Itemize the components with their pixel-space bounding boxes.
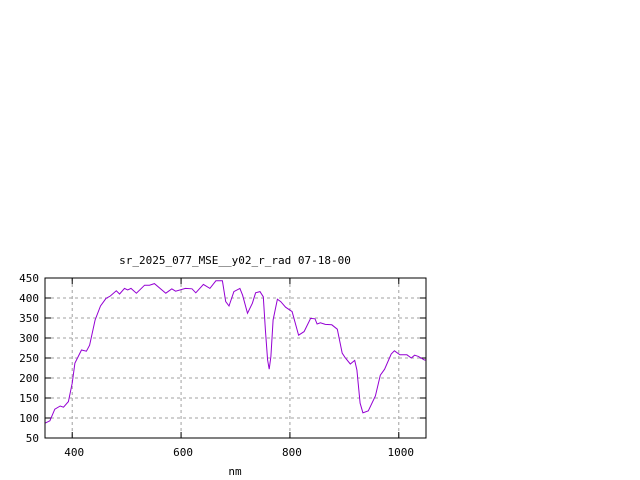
x-tick-label: 800 (282, 446, 302, 459)
y-tick-label: 300 (19, 332, 39, 345)
x-tick-label: 400 (64, 446, 84, 459)
series-line (44, 280, 426, 424)
x-tick-label: 1000 (388, 446, 415, 459)
plot-frame (44, 277, 427, 439)
y-tick-label: 350 (19, 312, 39, 325)
y-tick-label: 50 (26, 432, 39, 445)
chart-title: sr_2025_077_MSE__y02_r_rad 07-18-00 (119, 254, 351, 267)
y-tick-label: 450 (19, 272, 39, 285)
y-tick-label: 250 (19, 352, 39, 365)
y-tick-label: 200 (19, 372, 39, 385)
x-tick-label: 600 (173, 446, 193, 459)
ticks: 50 100 150 200 250 300 350 400 450 400 600 800 1000 (19, 272, 426, 459)
x-axis-label: nm (228, 465, 242, 478)
y-tick-label: 100 (19, 412, 39, 425)
y-tick-label: 150 (19, 392, 39, 405)
y-tick-label: 400 (19, 292, 39, 305)
grid (45, 278, 426, 438)
